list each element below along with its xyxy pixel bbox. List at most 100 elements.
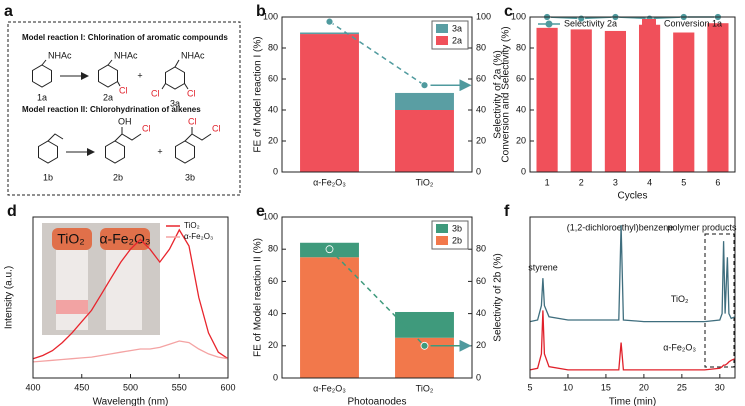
legend-label: 3a (452, 23, 462, 33)
bar (300, 32, 359, 35)
y-tick-label: 60 (516, 73, 526, 83)
y-tick-label: 0 (273, 166, 278, 176)
scheme-frame (7, 21, 241, 196)
x-tick-label: 1 (545, 177, 550, 187)
plot-frame (529, 216, 736, 379)
x-tick-label: TiO₂ (416, 383, 434, 393)
y-tick-label: 40 (516, 104, 526, 114)
bar (536, 27, 558, 172)
group: Cl (151, 88, 160, 98)
y2-tick-label: 20 (476, 340, 486, 350)
y2-tick-label: 80 (476, 42, 486, 52)
panel-label: f (504, 203, 510, 220)
x-axis-label: Wavelength (nm) (93, 397, 169, 406)
x-tick-label: 25 (677, 382, 687, 392)
bar (673, 32, 695, 172)
reaction-title: Model reaction I: Chlorination of aromat… (22, 33, 228, 42)
x-axis-label: Cycles (617, 191, 647, 202)
y-tick-label: 100 (263, 211, 278, 221)
legend-swatch (436, 224, 448, 233)
group: Cl (188, 116, 197, 126)
y2-axis-label: Selectivity of 2a (%) (493, 50, 504, 138)
series-label: TiO₂ (671, 294, 689, 304)
series-line (529, 310, 736, 371)
y-tick-label: 20 (516, 135, 526, 145)
benzene-ring (175, 140, 195, 164)
x-tick-label: 400 (25, 382, 40, 392)
annotation: polymer products (667, 222, 737, 232)
compound-label: 3a (170, 98, 180, 108)
benzene-ring (98, 64, 118, 88)
group: Cl (142, 123, 151, 133)
bonds (41, 59, 212, 142)
series-line (529, 225, 736, 323)
inset-label: TiO₂ (57, 231, 84, 247)
plot-frame (529, 16, 736, 173)
y-axis-label: FE of Model reaction I (%) (253, 36, 264, 152)
y-tick-label: 80 (268, 42, 278, 52)
reaction-title: Model reaction II: Chlorohydrination of … (22, 105, 201, 114)
x-tick-label: 15 (601, 382, 611, 392)
y2-tick-label: 0 (476, 372, 481, 382)
series-label: α-Fe₂O₃ (663, 342, 696, 352)
group: Cl (212, 123, 221, 133)
x-tick-label: 5 (681, 177, 686, 187)
x-tick-label: 6 (715, 177, 720, 187)
y-tick-label: 100 (263, 11, 278, 21)
y-tick-label: 40 (268, 104, 278, 114)
y2-tick-label: 60 (476, 276, 486, 286)
legend-label: 2a (452, 35, 462, 45)
legend-label: TiO₂ (184, 221, 200, 230)
y-tick-label: 20 (268, 135, 278, 145)
x-tick-label: α-Fe₂O₃ (313, 383, 346, 393)
panel-label: c (504, 3, 513, 20)
highlight-box (704, 233, 735, 368)
compound-label: 1a (37, 92, 47, 102)
x-tick-label: 5 (527, 382, 532, 392)
line-marker (420, 341, 429, 350)
bar (707, 23, 729, 173)
legend-swatch (545, 20, 553, 28)
y2-tick-label: 40 (476, 308, 486, 318)
y2-tick-label: 20 (476, 135, 486, 145)
x-tick-label: 20 (639, 382, 649, 392)
x-tick-label: 2 (579, 177, 584, 187)
annotation: styrene (528, 262, 558, 272)
y-axis-label: FE of Model reaction II (%) (253, 238, 264, 357)
x-tick-label: α-Fe₂O₃ (313, 177, 346, 187)
legend-swatch (642, 19, 656, 29)
x-tick-label: 3 (613, 177, 618, 187)
compound-label: 2a (103, 92, 113, 102)
x-axis-label: Photoanodes (348, 397, 407, 406)
compound-label: 1b (43, 172, 53, 182)
legend-swatch (436, 24, 448, 33)
plus: + (137, 70, 142, 80)
y-tick-label: 60 (268, 73, 278, 83)
inset-photo (42, 223, 160, 335)
y-tick-label: 40 (268, 308, 278, 318)
legend-label: 3b (452, 223, 462, 233)
y2-tick-label: 60 (476, 73, 486, 83)
group: NHAc (114, 50, 138, 60)
y-tick-label: 100 (511, 11, 526, 21)
x-tick-label: 600 (220, 382, 235, 392)
y2-tick-label: 40 (476, 104, 486, 114)
bar (395, 110, 454, 172)
y2-tick-label: 100 (476, 11, 491, 21)
series-line (32, 340, 229, 363)
x-tick-label: 30 (715, 382, 725, 392)
legend-swatch (436, 236, 448, 245)
compound-label: 3b (185, 172, 195, 182)
x-tick-label: 4 (647, 177, 652, 187)
group: Cl (119, 85, 128, 95)
bar (604, 30, 627, 173)
group: Cl (187, 88, 196, 98)
benzene-ring (165, 66, 185, 90)
x-tick-label: 10 (563, 382, 573, 392)
y-tick-label: 20 (268, 340, 278, 350)
y-axis-label: Conversion and Selectivity (%) (501, 26, 512, 162)
y-tick-label: 80 (516, 42, 526, 52)
plot-frame (281, 16, 473, 173)
bar (395, 311, 454, 338)
x-tick-label: TiO₂ (416, 177, 434, 187)
